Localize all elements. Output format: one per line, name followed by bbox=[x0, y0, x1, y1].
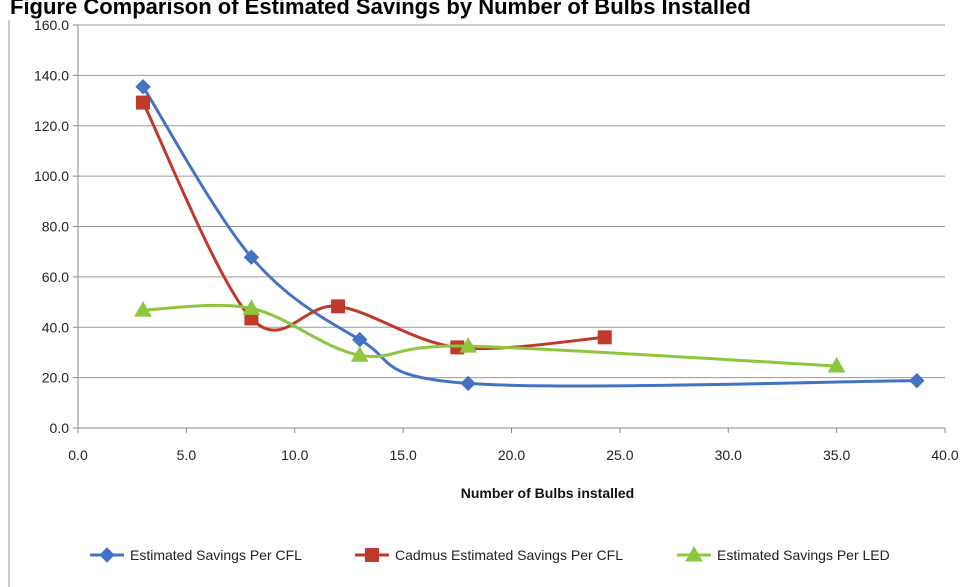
y-tick-label: 0.0 bbox=[50, 420, 70, 436]
legend-swatch-marker bbox=[685, 545, 703, 562]
legend-item-estimated-savings-per-led: Estimated Savings Per LED bbox=[677, 545, 890, 563]
data-point bbox=[909, 372, 925, 389]
data-point bbox=[331, 299, 346, 314]
legend-label: Estimated Savings Per LED bbox=[717, 547, 890, 563]
x-tick-label: 15.0 bbox=[390, 447, 417, 463]
data-point bbox=[350, 346, 369, 362]
legend: Estimated Savings Per CFL Cadmus Estimate… bbox=[90, 545, 890, 563]
data-point bbox=[459, 337, 478, 353]
data-point bbox=[597, 330, 612, 345]
legend-swatch-marker bbox=[99, 547, 115, 563]
y-tick-label: 60.0 bbox=[42, 269, 69, 285]
legend-swatch-marker bbox=[365, 548, 379, 562]
y-tick-label: 40.0 bbox=[42, 319, 69, 335]
series-line bbox=[142, 303, 837, 368]
data-point bbox=[460, 375, 476, 392]
data-point bbox=[242, 299, 261, 315]
legend-label: Estimated Savings Per CFL bbox=[130, 547, 302, 563]
x-tick-label: 25.0 bbox=[606, 447, 633, 463]
series-line bbox=[141, 101, 605, 351]
series-cadmus-estimated-savings-per-cfl bbox=[136, 95, 612, 355]
legend-label: Cadmus Estimated Savings Per CFL bbox=[395, 547, 623, 563]
x-tick-label: 10.0 bbox=[281, 447, 308, 463]
x-axis-ticks: 0.0 5.0 10.0 15.0 20.0 25.0 30.0 35.0 40.0 bbox=[68, 428, 959, 463]
x-tick-label: 30.0 bbox=[715, 447, 742, 463]
series-line bbox=[141, 85, 917, 388]
y-tick-label: 100.0 bbox=[34, 168, 69, 184]
x-tick-label: 0.0 bbox=[68, 447, 88, 463]
y-tick-label: 20.0 bbox=[42, 370, 69, 386]
series-estimated-savings-per-cfl bbox=[135, 79, 925, 392]
series-estimated-savings-per-led bbox=[134, 299, 846, 373]
legend-item-estimated-savings-per-cfl: Estimated Savings Per CFL bbox=[90, 547, 302, 563]
x-tick-label: 40.0 bbox=[931, 447, 958, 463]
y-tick-label: 160.0 bbox=[34, 17, 69, 33]
data-point bbox=[827, 357, 846, 373]
cut-off-figure-title: Figure Comparison of Estimated Savings b… bbox=[10, 0, 751, 19]
y-tick-label: 80.0 bbox=[42, 219, 69, 235]
grid bbox=[78, 24, 945, 379]
data-point bbox=[136, 95, 151, 110]
x-tick-label: 5.0 bbox=[177, 447, 197, 463]
x-tick-label: 35.0 bbox=[823, 447, 850, 463]
series-group bbox=[134, 79, 925, 392]
data-point bbox=[243, 249, 260, 265]
x-tick-label: 20.0 bbox=[498, 447, 525, 463]
y-axis-ticks: 0.0 20.0 40.0 60.0 80.0 100.0 120.0 140.0 160.0 bbox=[34, 17, 78, 436]
y-tick-label: 120.0 bbox=[34, 118, 69, 134]
data-point bbox=[135, 79, 151, 95]
y-tick-label: 140.0 bbox=[34, 67, 69, 83]
data-point bbox=[134, 301, 152, 317]
x-axis-label: Number of Bulbs installed bbox=[461, 485, 634, 501]
legend-item-cadmus-estimated-savings-per-cfl: Cadmus Estimated Savings Per CFL bbox=[355, 547, 623, 563]
